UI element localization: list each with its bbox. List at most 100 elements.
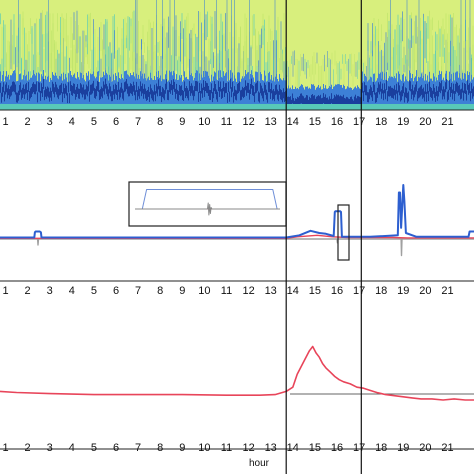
spectrogram-band-floor (426, 104, 427, 110)
spectrogram-band-column (290, 87, 291, 104)
spectrogram-streak (70, 17, 72, 48)
spectrogram-band-floor (245, 104, 246, 110)
spectrogram-streak (27, 44, 28, 108)
spectrogram-streak (288, 66, 289, 86)
spectrogram-band-core (347, 97, 348, 108)
x-tick-label: 19 (397, 285, 409, 297)
spectrogram-streak (153, 21, 154, 60)
spectrogram-band-floor (211, 104, 212, 110)
spectrogram-streak (444, 47, 445, 63)
spectrogram-streak (181, 13, 183, 40)
spectrogram-band-floor (163, 104, 164, 110)
spectrogram-band-floor (86, 104, 87, 110)
spectrogram-band-floor (197, 104, 198, 110)
spectrogram-band-column (296, 88, 297, 104)
spectrogram-band-floor (396, 104, 397, 110)
spectrogram-band-core (278, 91, 279, 102)
spectrogram-band-column (342, 87, 343, 104)
spectrogram-band-core (206, 82, 207, 93)
x-tick-label: 1 (2, 442, 8, 454)
spectrogram-streak (447, 33, 448, 63)
spectrogram-streak (472, 44, 474, 79)
spectrogram-band-floor (33, 104, 34, 110)
spectrogram-band-core (31, 87, 32, 97)
spectrogram-band-floor (468, 104, 469, 110)
x-tick-label: 7 (135, 285, 141, 297)
spectrogram-band-floor (455, 104, 456, 110)
spectrogram-streak (117, 49, 118, 102)
x-tick-label: 10 (198, 442, 210, 454)
spectrogram-band-core (306, 95, 307, 105)
spectrogram-band-core (455, 83, 456, 94)
spectrogram-streak (7, 40, 9, 100)
spectrogram-streak (334, 50, 336, 66)
spectrogram-streak (121, 28, 123, 56)
spectrogram-streak (343, 55, 345, 89)
spectrogram-band-core (0, 82, 1, 93)
spectrogram-band-core (415, 84, 416, 95)
spectrogram-band-core (260, 83, 261, 94)
spectrogram-streak (274, 0, 276, 110)
spectrogram-band-floor (118, 104, 119, 110)
spectrogram-band-core (133, 81, 134, 92)
spectrogram-band-floor (53, 104, 54, 110)
spectrogram-streak (294, 50, 295, 66)
spectrogram-band-floor (410, 104, 411, 110)
spectrogram-band-floor (279, 104, 280, 110)
spectrogram-band-core (116, 85, 117, 95)
spectrogram-band-core (470, 91, 471, 102)
spectrogram-streak (243, 45, 244, 100)
spectrogram-band-floor (435, 104, 436, 110)
spectrogram-band-floor (147, 104, 148, 110)
spectrogram-band-core (228, 82, 229, 93)
spectrogram-streak (216, 0, 217, 110)
spectrogram-band-core (34, 84, 35, 95)
spectrogram-band-floor (62, 104, 63, 110)
spectrogram-band-floor (25, 104, 26, 110)
x-tick-label: 16 (331, 116, 343, 128)
spectrogram-band-floor (146, 104, 147, 110)
spectrogram-band-core (140, 81, 141, 92)
spectrogram-band-core (26, 82, 27, 93)
spectrogram-band-floor (89, 104, 90, 110)
spectrogram-band-floor (275, 104, 276, 110)
spectrogram-streak (175, 15, 177, 57)
spectrogram-band-floor (139, 104, 140, 110)
x-tick-label: 9 (179, 285, 185, 297)
spectrogram-streak (105, 19, 106, 68)
spectrogram-band-floor (328, 104, 329, 110)
spectrogram-band-core (407, 92, 408, 103)
spectrogram-band-floor (336, 104, 337, 110)
spectrogram-band-floor (32, 104, 33, 110)
spectrogram-band-core (18, 90, 19, 101)
x-tick-label: 12 (242, 285, 254, 297)
spectrogram-band-floor (442, 104, 443, 110)
spectrogram-band-core (201, 83, 202, 94)
spectrogram-band-core (241, 89, 242, 100)
spectrogram-band-core (334, 94, 335, 105)
spectrogram-band-core (333, 98, 334, 109)
spectrogram-band-column (349, 87, 350, 104)
spectrogram-streak (339, 61, 340, 100)
spectrogram-streak (423, 17, 424, 59)
spectrogram-band-floor (173, 104, 174, 110)
spectrogram-band-core (93, 80, 94, 91)
x-tick-label: 5 (91, 116, 97, 128)
spectrogram-band-core (180, 86, 181, 97)
spectrogram-streak (394, 30, 396, 71)
spectrogram-band-core (216, 89, 217, 100)
spectrogram-band-column (1, 81, 2, 104)
spectrogram-band-core (119, 89, 120, 100)
spectrogram-band-floor (130, 104, 131, 110)
spectrogram-streak (42, 34, 43, 107)
spectrogram-band-floor (281, 104, 282, 110)
spectrogram-band-floor (0, 104, 1, 110)
spectrogram-band-core (429, 81, 430, 92)
spectrogram-band-core (322, 97, 323, 108)
spectrogram-band-core (2, 86, 3, 97)
spectrogram-streak (253, 14, 255, 36)
spectrogram-streak (73, 12, 75, 40)
spectrogram-band-core (381, 88, 382, 99)
x-tick-label: 10 (198, 285, 210, 297)
spectrogram-band-core (58, 89, 59, 100)
